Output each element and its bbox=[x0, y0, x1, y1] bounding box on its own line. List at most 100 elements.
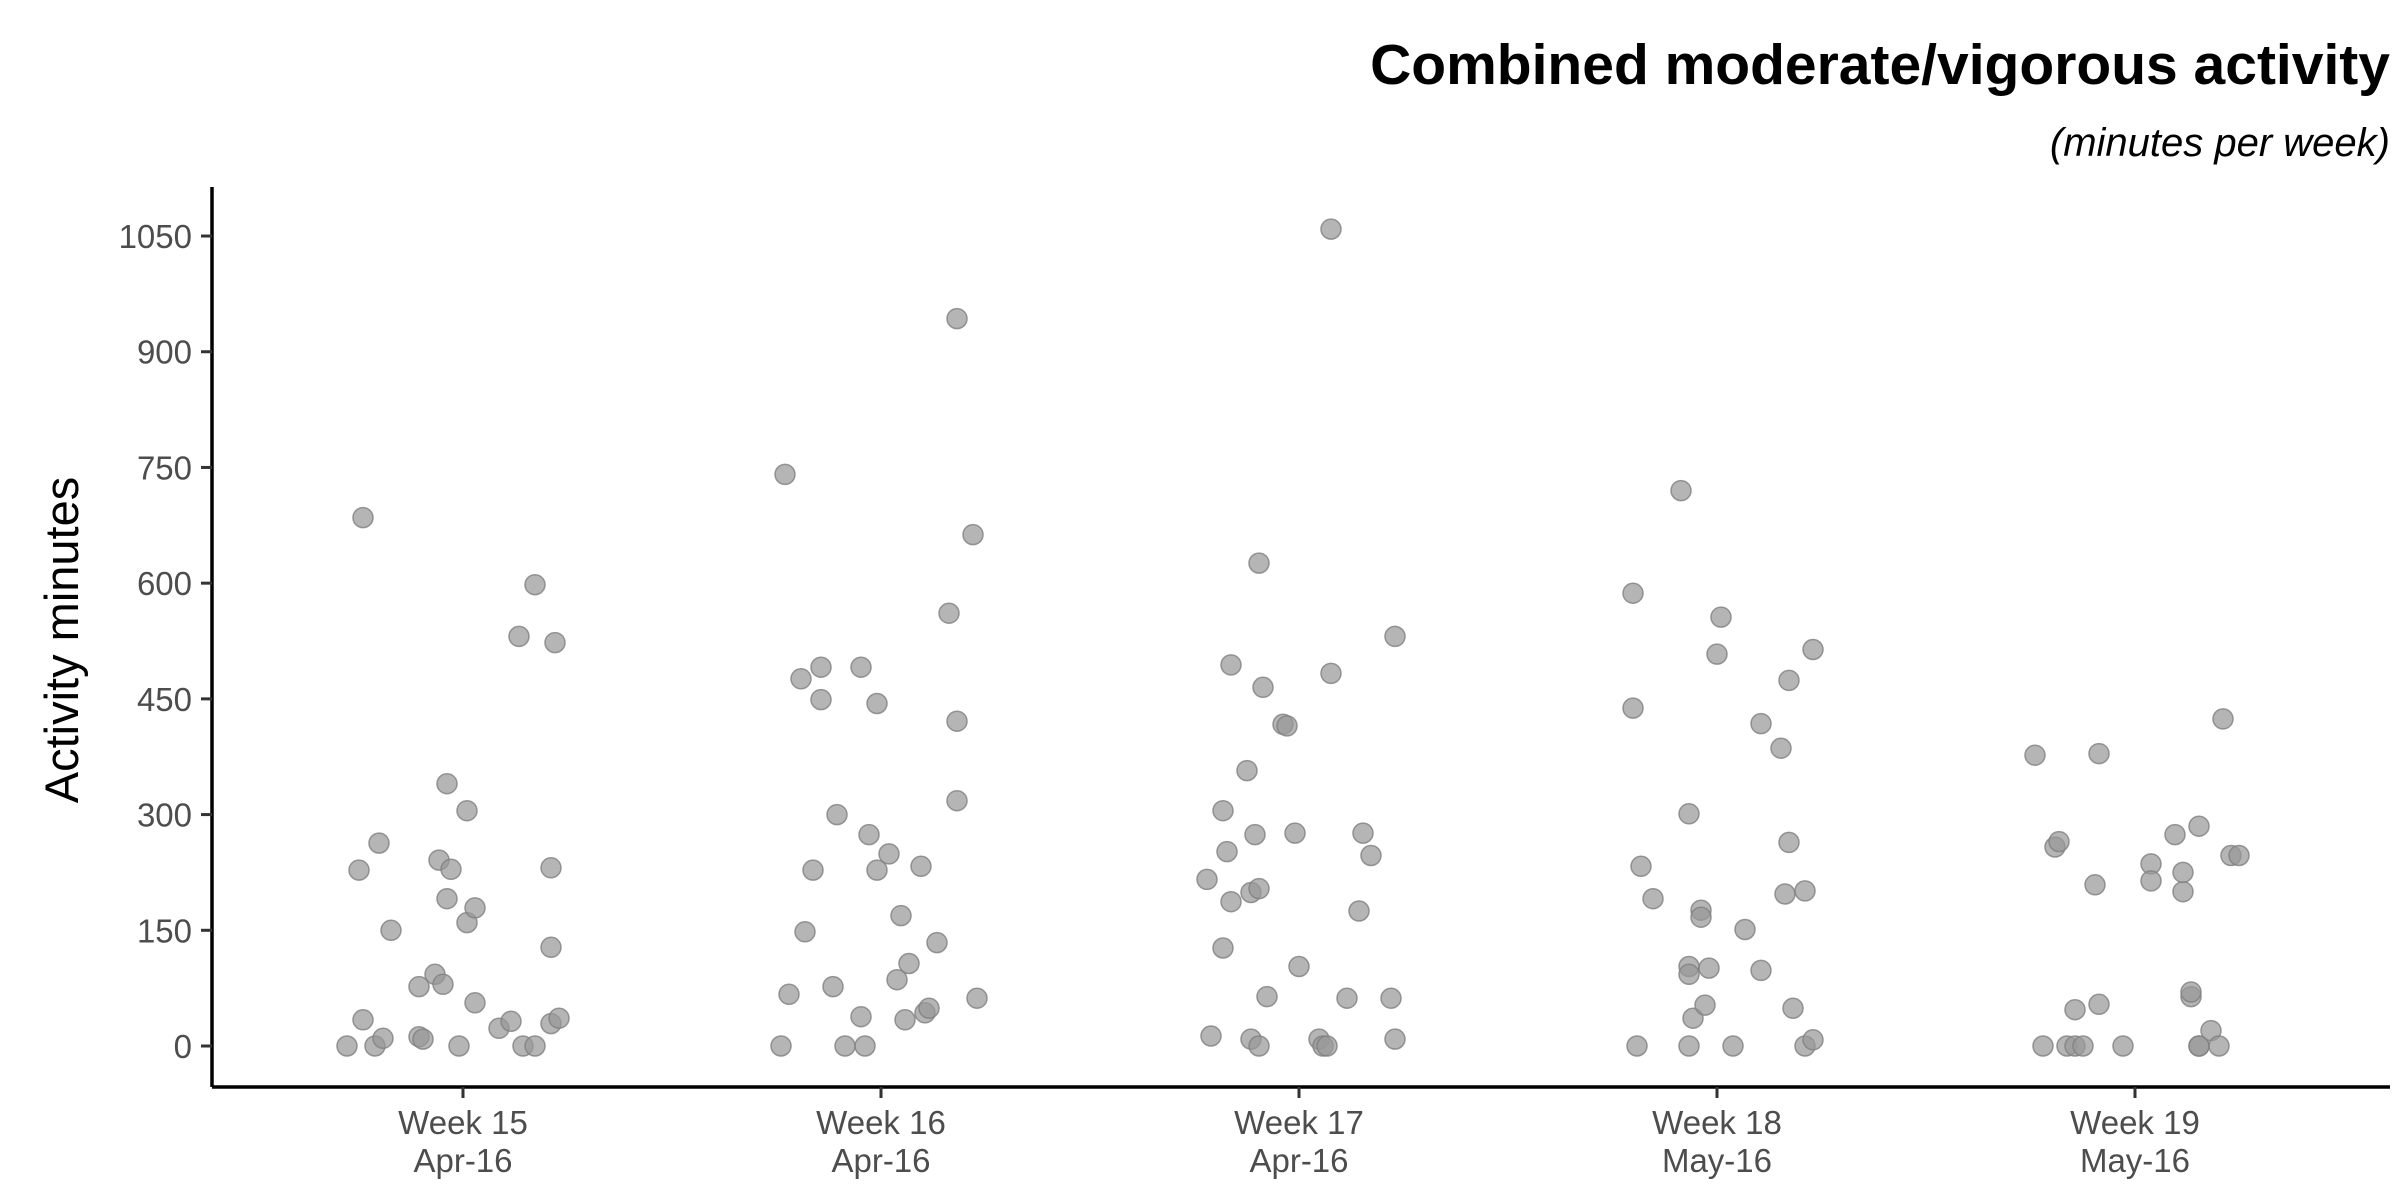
data-point bbox=[540, 936, 562, 959]
data-point bbox=[790, 668, 812, 690]
data-point bbox=[1778, 669, 1800, 692]
y-axis-label: Activity minutes bbox=[35, 477, 88, 803]
data-point bbox=[1630, 855, 1652, 878]
data-point bbox=[464, 897, 486, 919]
data-point bbox=[1622, 582, 1644, 604]
x-tick-label-month: Apr-16 bbox=[413, 1142, 512, 1179]
data-point bbox=[834, 1035, 856, 1057]
data-point bbox=[938, 602, 960, 624]
data-point bbox=[886, 968, 908, 991]
data-point bbox=[508, 625, 530, 648]
x-tick-label-week: Week 18 bbox=[1652, 1104, 1782, 1141]
x-tick-label-month: Apr-16 bbox=[831, 1142, 930, 1179]
data-point bbox=[524, 1035, 546, 1057]
data-point bbox=[2032, 1035, 2054, 1057]
data-point bbox=[352, 506, 374, 529]
data-point bbox=[778, 983, 800, 1006]
y-axis: 0 150 300 450 600 750 900 1050 bbox=[119, 187, 214, 1087]
data-point bbox=[500, 1010, 522, 1033]
data-point bbox=[810, 656, 832, 678]
data-point bbox=[946, 710, 968, 732]
data-point bbox=[926, 931, 948, 954]
y-tick-label: 1050 bbox=[119, 218, 192, 255]
x-tick-label-month: May-16 bbox=[2080, 1142, 2190, 1179]
data-point bbox=[850, 656, 872, 678]
data-point bbox=[1256, 985, 1278, 1008]
data-point bbox=[1244, 823, 1266, 846]
data-point bbox=[802, 859, 824, 881]
y-tick-label: 0 bbox=[174, 1028, 192, 1065]
data-point bbox=[352, 1009, 374, 1031]
data-point bbox=[1316, 1035, 1338, 1057]
x-tick-label-week: Week 19 bbox=[2070, 1104, 2200, 1141]
data-point bbox=[544, 631, 566, 654]
data-point bbox=[1678, 1035, 1700, 1057]
data-point bbox=[2212, 708, 2234, 730]
data-point bbox=[2172, 861, 2194, 884]
data-point bbox=[898, 952, 920, 975]
data-point bbox=[336, 1035, 358, 1057]
data-point bbox=[2084, 874, 2106, 896]
data-point bbox=[966, 987, 988, 1009]
data-point bbox=[1722, 1035, 1744, 1057]
data-point bbox=[946, 789, 968, 812]
data-point bbox=[878, 843, 900, 865]
data-point bbox=[372, 1027, 394, 1050]
data-point bbox=[2088, 742, 2110, 765]
data-point bbox=[1706, 643, 1728, 665]
data-point bbox=[794, 921, 816, 943]
data-point bbox=[436, 887, 458, 910]
data-point bbox=[2180, 981, 2202, 1003]
data-point bbox=[2072, 1035, 2094, 1057]
data-point bbox=[1670, 479, 1692, 502]
data-point bbox=[962, 523, 984, 546]
data-point bbox=[1288, 955, 1310, 978]
data-point bbox=[910, 855, 932, 878]
data-point bbox=[1352, 822, 1374, 844]
data-point bbox=[2048, 830, 2070, 853]
data-point bbox=[1626, 1035, 1648, 1057]
y-tick-label: 300 bbox=[137, 797, 192, 834]
y-tick-label: 750 bbox=[137, 449, 192, 486]
data-point bbox=[1196, 868, 1218, 891]
data-point bbox=[448, 1035, 470, 1057]
chart-subtitle: (minutes per week) bbox=[2050, 121, 2390, 165]
data-points bbox=[336, 218, 2250, 1057]
data-point bbox=[548, 1007, 570, 1029]
data-point bbox=[1212, 937, 1234, 959]
data-point bbox=[1778, 831, 1800, 854]
data-point bbox=[2208, 1035, 2230, 1057]
chart-title: Combined moderate/vigorous activity bbox=[1370, 33, 2390, 97]
data-point bbox=[854, 1035, 876, 1057]
data-point bbox=[1212, 799, 1234, 822]
data-point bbox=[2172, 880, 2194, 903]
y-tick-label: 150 bbox=[137, 912, 192, 949]
data-point bbox=[2088, 993, 2110, 1016]
data-point bbox=[2188, 815, 2210, 837]
data-point bbox=[2164, 823, 2186, 846]
x-tick-label-week: Week 16 bbox=[816, 1104, 946, 1141]
data-point bbox=[1380, 987, 1402, 1009]
data-point bbox=[1284, 822, 1306, 844]
x-tick-label-week: Week 15 bbox=[398, 1104, 528, 1141]
data-point bbox=[524, 573, 546, 596]
data-point bbox=[826, 803, 848, 826]
data-point bbox=[1320, 662, 1342, 685]
data-point bbox=[1248, 552, 1270, 574]
data-point bbox=[1336, 987, 1358, 1009]
data-point bbox=[2140, 870, 2162, 892]
data-point bbox=[1710, 606, 1732, 628]
data-point bbox=[412, 1028, 434, 1050]
data-point bbox=[408, 975, 430, 998]
data-point bbox=[1642, 887, 1664, 910]
data-point bbox=[1622, 697, 1644, 719]
data-point bbox=[456, 799, 478, 822]
data-point bbox=[1200, 1025, 1222, 1047]
data-point bbox=[1678, 803, 1700, 825]
data-point bbox=[858, 823, 880, 846]
data-point bbox=[1248, 877, 1270, 900]
data-point bbox=[1248, 1035, 1270, 1057]
data-point bbox=[1774, 883, 1796, 905]
data-point bbox=[918, 997, 940, 1019]
